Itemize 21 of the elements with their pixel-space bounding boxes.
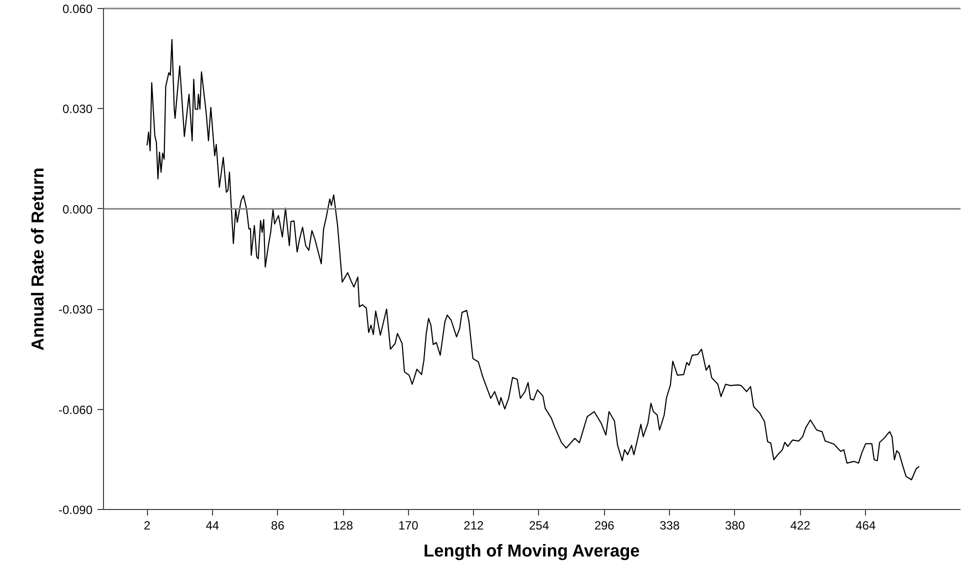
x-axis-title: Length of Moving Average [424, 540, 640, 560]
y-tick-label: -0.090 [58, 503, 93, 517]
y-tick-label: 0.030 [62, 102, 93, 116]
x-tick-label: 212 [464, 518, 484, 532]
x-tick-label: 338 [660, 518, 680, 532]
x-tick-label: 380 [724, 518, 746, 532]
y-axis-title: Annual Rate of Return [27, 168, 48, 350]
x-tick-label: 464 [856, 518, 876, 532]
x-tick-label: 422 [790, 518, 811, 532]
x-tick-label: 44 [206, 518, 220, 532]
y-tick-label: -0.030 [58, 302, 93, 317]
x-tick-label: 128 [333, 518, 354, 532]
x-tick-label: 2 [144, 518, 151, 532]
x-tick-label: 170 [398, 518, 419, 532]
x-tick-label: 254 [528, 518, 550, 532]
line-series [146, 39, 920, 480]
y-tick-label: 0.060 [62, 2, 93, 16]
y-tick-label: -0.060 [58, 402, 93, 417]
x-tick-label: 86 [271, 518, 285, 532]
y-tick-label: 0.000 [62, 202, 93, 216]
x-tick-label: 296 [594, 518, 615, 532]
